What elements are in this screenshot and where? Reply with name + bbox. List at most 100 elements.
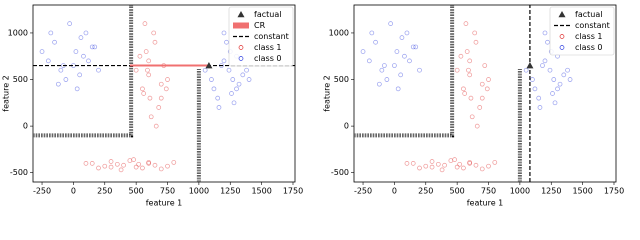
point — [48, 30, 54, 36]
point — [379, 67, 385, 73]
x-tick-label: -250 — [354, 187, 372, 196]
point — [151, 30, 157, 36]
point — [486, 77, 491, 82]
point — [472, 30, 478, 36]
point — [392, 63, 397, 68]
y-tick-label: 0 — [23, 122, 28, 131]
point — [360, 49, 366, 54]
x-tick-label: 1500 — [572, 187, 592, 196]
point — [146, 160, 152, 165]
legend-label: constant — [575, 21, 610, 30]
point — [136, 161, 142, 167]
point — [221, 58, 227, 64]
point — [417, 165, 422, 171]
point — [165, 163, 170, 169]
point — [131, 157, 136, 162]
point — [394, 49, 400, 54]
point — [165, 77, 170, 82]
point — [108, 164, 114, 170]
legend-marker — [559, 45, 565, 50]
legend-label: constant — [254, 32, 289, 41]
point — [63, 77, 69, 82]
legend-marker — [559, 34, 565, 39]
point — [469, 114, 475, 120]
point — [373, 39, 378, 45]
point — [486, 163, 491, 169]
point — [407, 58, 412, 64]
point — [384, 77, 390, 82]
x-axis-label: feature 1 — [467, 199, 504, 208]
point — [382, 63, 387, 68]
point — [141, 91, 147, 96]
x-tick-label: 1250 — [220, 187, 240, 196]
legend-label: class 0 — [575, 43, 603, 52]
point — [457, 161, 463, 167]
legend-label: factual — [575, 10, 602, 19]
point — [565, 67, 570, 73]
point — [477, 105, 483, 110]
point — [523, 67, 529, 73]
point — [473, 162, 479, 168]
point — [158, 95, 164, 101]
point — [244, 67, 249, 73]
point — [221, 30, 227, 36]
point — [404, 30, 410, 36]
plot-area — [33, 5, 295, 182]
point — [429, 164, 435, 170]
x-tick-label: 750 — [160, 187, 175, 196]
point — [127, 158, 133, 163]
y-tick-label: 0 — [344, 122, 349, 131]
point — [156, 105, 162, 110]
point — [96, 165, 101, 171]
point — [540, 63, 545, 68]
point — [467, 58, 473, 64]
point — [153, 123, 159, 129]
point — [83, 161, 89, 166]
point — [542, 58, 548, 64]
x-tick-label: 1750 — [283, 187, 303, 196]
point — [468, 95, 474, 101]
point — [92, 44, 98, 50]
point — [77, 72, 83, 78]
point — [74, 86, 80, 92]
point — [366, 58, 372, 64]
point — [163, 86, 169, 92]
point — [417, 67, 422, 73]
legend-box — [228, 6, 294, 67]
point — [479, 166, 485, 172]
point — [464, 49, 470, 54]
point — [140, 165, 145, 171]
point — [435, 161, 441, 167]
legend-label: class 0 — [254, 54, 282, 63]
point — [479, 81, 485, 87]
point — [423, 163, 429, 169]
point — [376, 81, 382, 87]
hatched-line — [354, 5, 455, 138]
point — [121, 162, 126, 168]
x-tick-label: 0 — [71, 187, 76, 196]
point — [140, 86, 145, 92]
point — [542, 30, 548, 36]
legend-marker — [233, 22, 249, 29]
factual-marker — [526, 62, 534, 69]
point — [557, 81, 563, 87]
point — [467, 160, 473, 165]
point — [547, 67, 553, 73]
x-tick-label: 1250 — [541, 187, 561, 196]
point — [482, 63, 488, 68]
point — [369, 30, 375, 36]
point — [58, 67, 64, 73]
point — [567, 77, 573, 82]
legend-marker — [238, 45, 244, 50]
hatched-line — [33, 5, 134, 138]
point — [552, 100, 558, 106]
plot-area — [354, 5, 573, 182]
point — [454, 164, 460, 170]
point — [246, 77, 252, 82]
point — [404, 161, 410, 166]
point — [388, 21, 393, 26]
point — [81, 53, 86, 59]
point — [147, 95, 153, 101]
point — [439, 167, 445, 173]
y-tick-label: 1000 — [329, 28, 349, 37]
